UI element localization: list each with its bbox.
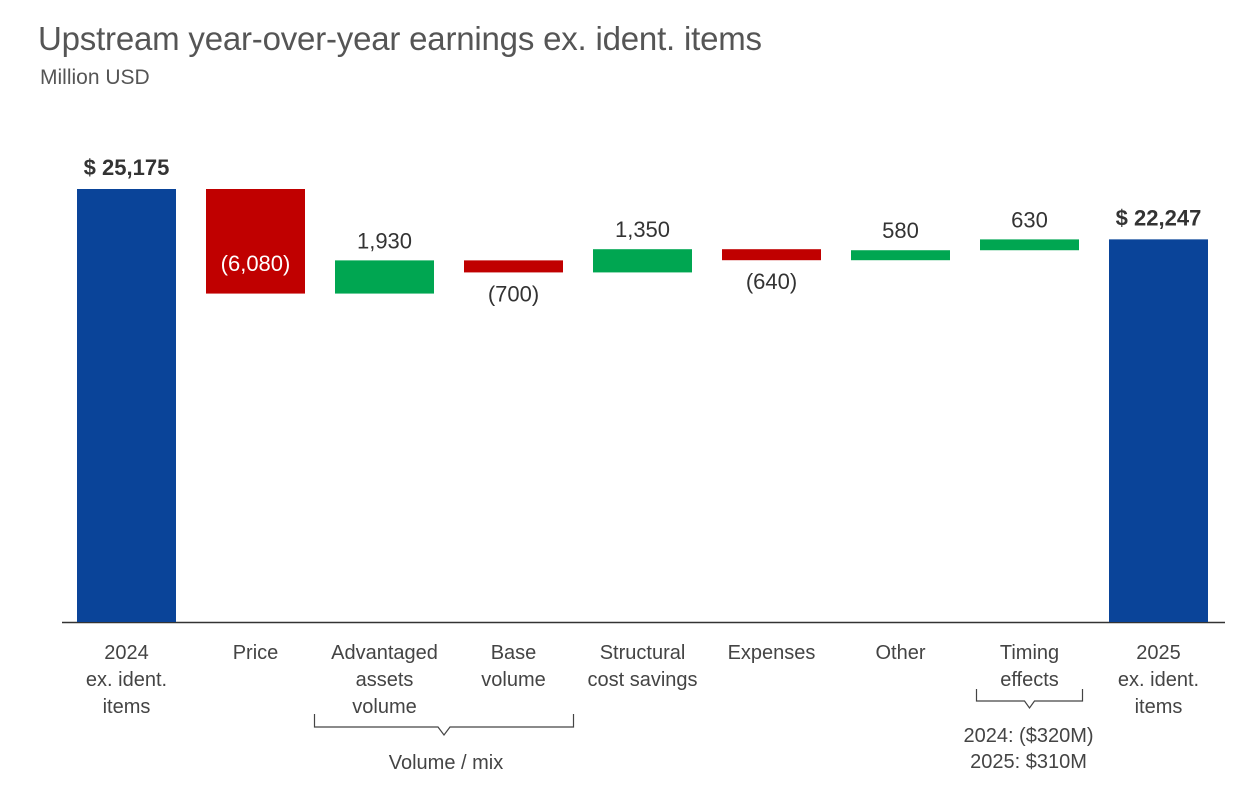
category-label-8: Timing [1000,642,1059,664]
bar-8 [980,239,1079,251]
note-label: 2025: $310M [970,751,1087,773]
bar-5 [593,249,692,273]
category-label-1: 2024 [104,642,149,664]
bar-2 [206,189,305,294]
category-label-3: assets [356,669,414,691]
category-label-4: Base [491,642,537,664]
group-bracket [313,714,575,736]
data-label-5: 1,350 [615,217,670,242]
category-label-1: ex. ident. [86,669,167,691]
data-label-3: 1,930 [357,228,412,253]
bar-4 [464,260,563,273]
category-label-9: 2025 [1136,642,1181,664]
bar-3 [335,260,434,294]
data-label-8: 630 [1011,207,1048,232]
category-label-7: Other [875,642,925,664]
category-label-6: Expenses [728,642,816,664]
group-label: Volume / mix [389,752,503,774]
bar-6 [722,249,821,261]
category-label-8: effects [1000,669,1059,691]
chart-title: Upstream year-over-year earnings ex. ide… [38,20,762,57]
data-label-1: $ 25,175 [84,155,170,180]
category-label-2: Price [233,642,279,664]
category-label-4: volume [481,669,545,691]
category-label-5: cost savings [587,669,697,691]
category-label-9: ex. ident. [1118,669,1199,691]
note-label: 2024: ($320M) [963,725,1093,747]
category-label-3: volume [352,696,416,718]
data-label-2: (6,080) [221,251,291,276]
chart-subtitle: Million USD [40,66,150,89]
category-label-1: items [103,696,151,718]
bar-1 [77,189,176,622]
data-label-6: (640) [746,269,797,294]
category-label-9: items [1135,696,1183,718]
data-label-9: $ 22,247 [1116,205,1202,230]
data-label-7: 580 [882,218,919,243]
bar-9 [1109,239,1208,622]
category-label-5: Structural [600,642,686,664]
category-label-3: Advantaged [331,642,438,664]
data-label-4: (700) [488,281,539,306]
note-bracket [975,689,1084,710]
bar-7 [851,250,950,261]
